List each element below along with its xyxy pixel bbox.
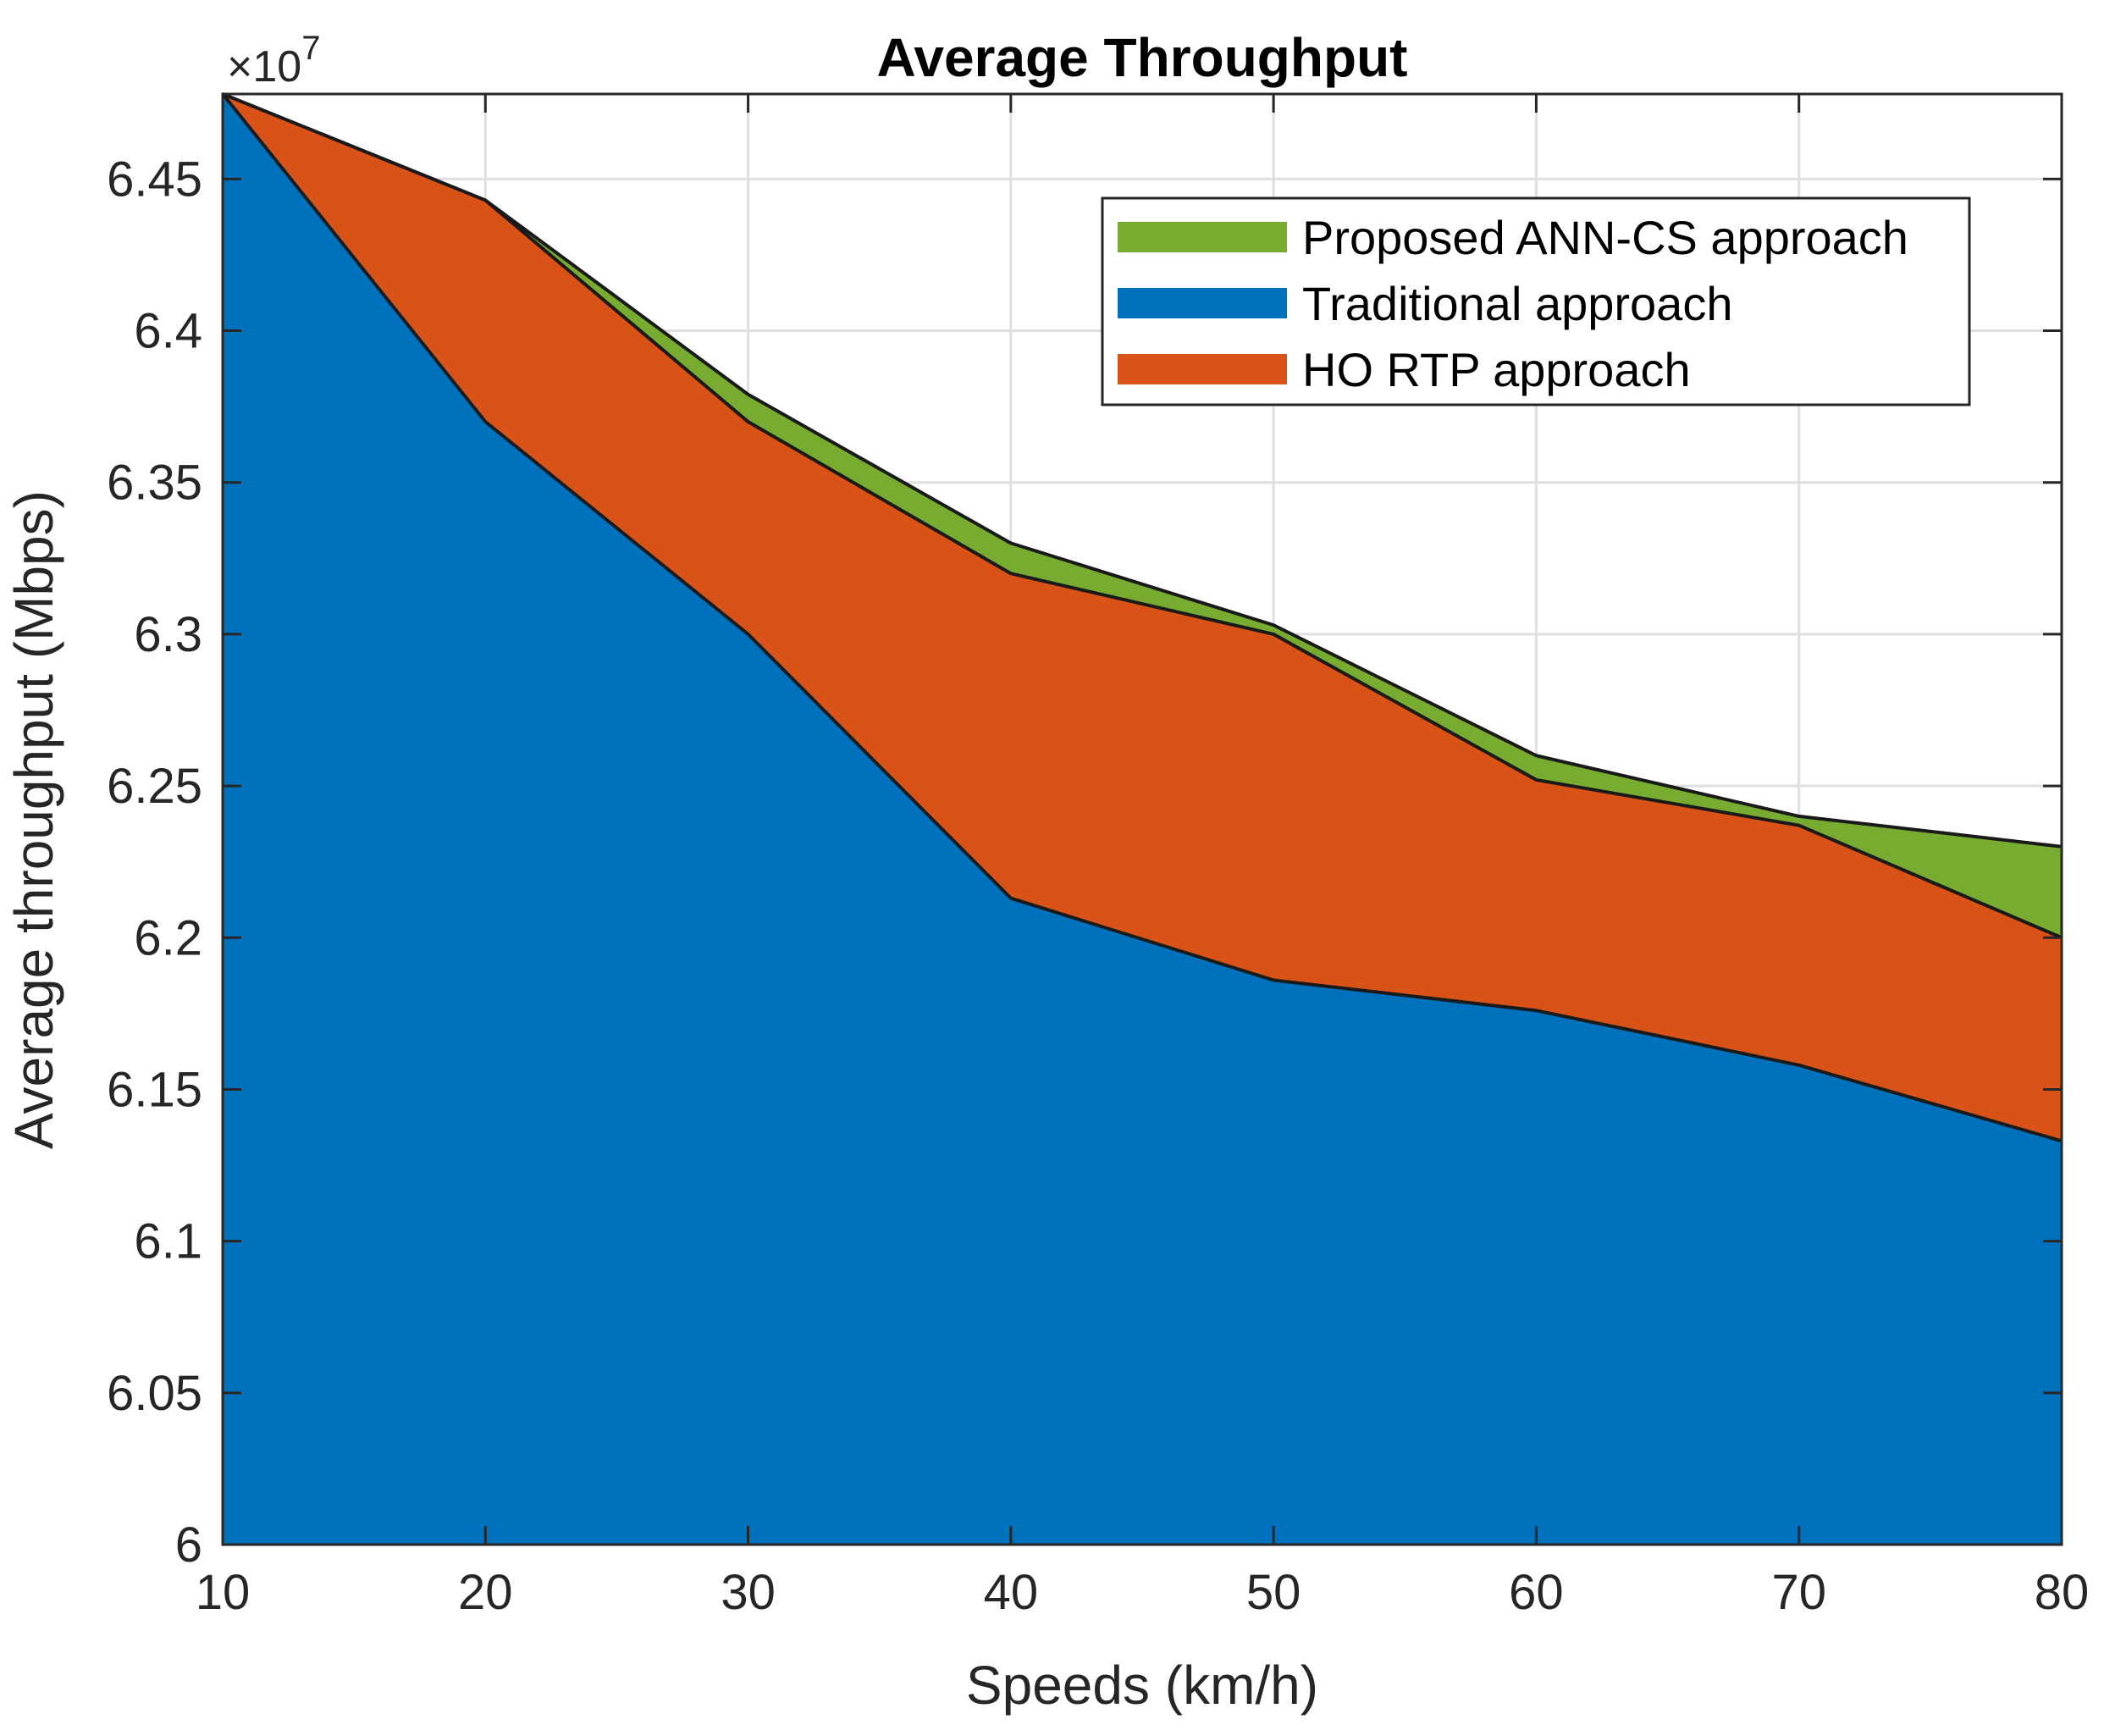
line-ho-rtp-approach: [222, 92, 2063, 940]
axes-box: [221, 92, 2063, 1546]
y-tick-label: 6.35: [107, 456, 202, 511]
x-tick-label: 50: [1246, 1565, 1301, 1620]
legend-label: HO RTP approach: [1302, 343, 1691, 396]
legend-swatch: [1118, 288, 1287, 318]
line-traditional-approach: [221, 92, 2063, 1143]
x-tick-label: 80: [2035, 1565, 2090, 1620]
y-tick-label: 6.3: [134, 607, 202, 662]
chart-title: Average Throughput: [877, 27, 1408, 88]
legend: Proposed ANN-CS approach Traditional appr…: [1101, 196, 1971, 406]
x-tick-labels: 10 20 30 40 50 60 70 80: [196, 1565, 2090, 1620]
y-tick-label: 6.2: [134, 910, 202, 965]
legend-items: Proposed ANN-CS approach Traditional appr…: [1118, 211, 1908, 396]
y-tick-label: 6.45: [107, 152, 202, 207]
line-proposed-ann-cs-approach: [222, 92, 2063, 849]
x-tick-label: 40: [984, 1565, 1039, 1620]
series-areas: [221, 92, 2063, 1545]
y-tick-label: 6.15: [107, 1062, 202, 1117]
y-tick-labels: 6 6.05 6.1 6.15 6.2 6.25 6.3 6.35 6.4 6.45: [107, 152, 202, 1573]
x-tick-label: 10: [196, 1565, 251, 1620]
x-tick-label: 20: [458, 1565, 513, 1620]
x-tick-label: 30: [721, 1565, 776, 1620]
axes-frame: [221, 92, 2063, 1546]
y-tick-label: 6.1: [134, 1214, 202, 1269]
y-axis-label: Average throughput (Mbps): [3, 490, 64, 1149]
x-tick-label: 60: [1509, 1565, 1564, 1620]
y-tick-label: 6.25: [107, 759, 202, 814]
legend-swatch: [1118, 222, 1287, 252]
legend-swatch: [1118, 354, 1287, 384]
x-axis-label: Speeds (km/h): [966, 1655, 1318, 1716]
legend-label: Traditional approach: [1302, 277, 1732, 330]
y-tick-label: 6: [175, 1518, 202, 1573]
y-tick-label: 6.4: [134, 304, 202, 359]
y-exponent-label: ×107: [227, 30, 320, 91]
legend-label: Proposed ANN-CS approach: [1302, 211, 1908, 264]
x-tick-label: 70: [1771, 1565, 1826, 1620]
y-tick-label: 6.05: [107, 1366, 202, 1421]
area-traditional-approach: [223, 94, 2062, 1545]
